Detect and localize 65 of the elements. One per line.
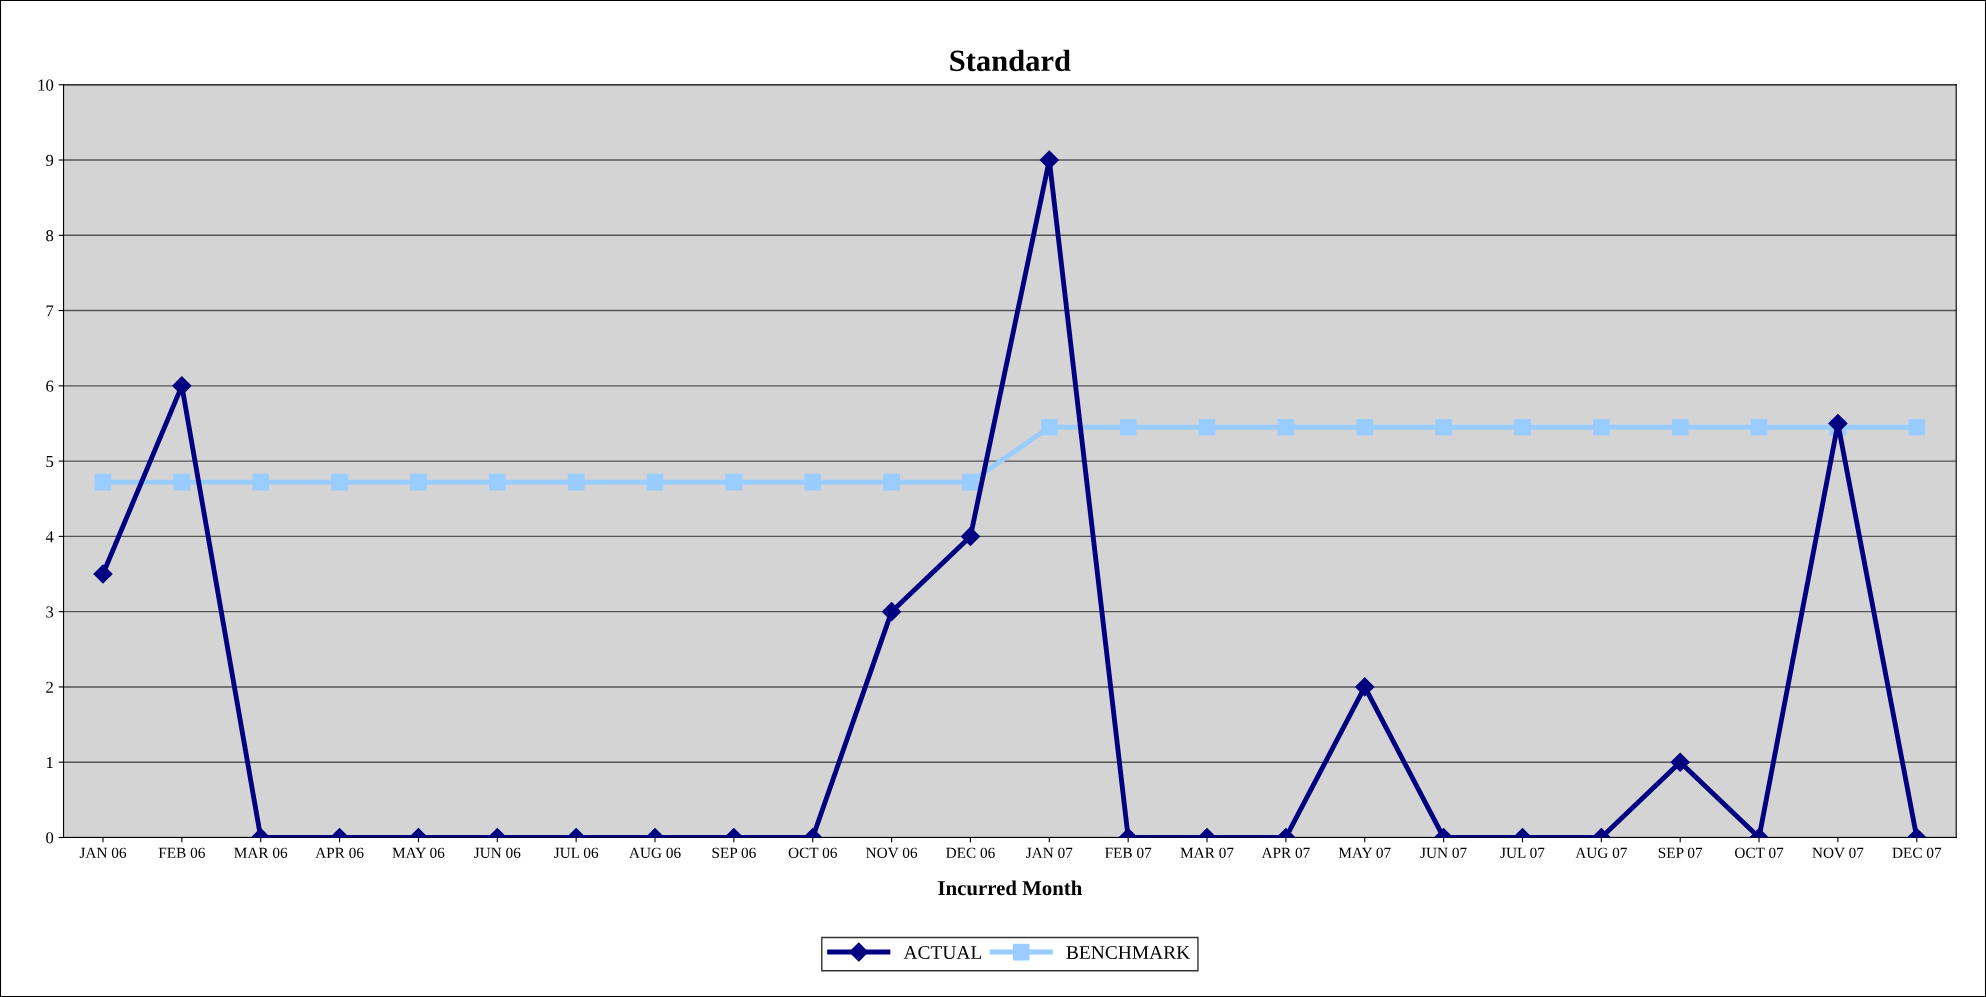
x-tick-label: MAR 07: [1180, 847, 1234, 858]
x-tick-label: MAY 06: [392, 847, 445, 858]
y-tick-label: 6: [46, 380, 54, 392]
y-tick-label: 3: [46, 606, 54, 618]
point: [1750, 418, 1768, 436]
point: [1908, 418, 1926, 436]
y-tick-label: 1: [46, 756, 53, 768]
y-tick-label: 10: [38, 79, 54, 91]
x-tick-label: NOV 07: [1812, 847, 1864, 859]
point: [94, 473, 112, 491]
chart-title: Standard: [950, 49, 1071, 72]
x-tick-label: OCT 06: [788, 847, 837, 858]
x-tick-label: MAY 07: [1338, 847, 1391, 858]
point: [804, 473, 822, 491]
x-tick-label: JUL 07: [1500, 847, 1545, 858]
x-tick-label: DEC 06: [946, 847, 995, 858]
x-tick-label: SEP 07: [1658, 847, 1703, 858]
point: [1592, 418, 1610, 436]
x-tick-label: JUN 07: [1420, 847, 1467, 858]
x-tick-label: FEB 06: [158, 847, 205, 858]
point: [488, 473, 506, 491]
point: [567, 473, 585, 491]
point: [883, 473, 900, 491]
x-tick-label: FEB 07: [1105, 847, 1152, 858]
point: [172, 376, 192, 396]
y-tick-label: 2: [46, 681, 53, 693]
point: [1435, 418, 1452, 436]
point: [1040, 418, 1058, 436]
x-tick-label: NOV 06: [866, 847, 918, 859]
point: [960, 526, 980, 546]
x-tick-label: JAN 06: [79, 847, 127, 858]
point: [646, 473, 664, 491]
point: [173, 473, 191, 491]
point: [252, 473, 270, 491]
point: [410, 473, 427, 491]
point: [331, 473, 348, 491]
x-tick-label: SEP 06: [712, 847, 756, 858]
point: [93, 564, 113, 584]
point: [1119, 418, 1137, 436]
point: [1356, 418, 1374, 436]
x-tick-label: JUL 06: [554, 847, 599, 858]
y-tick-label: 0: [46, 832, 54, 844]
point: [1671, 418, 1689, 436]
legend-label: ACTUAL: [903, 945, 982, 960]
y-tick-label: 7: [46, 305, 54, 317]
x-tick-label: MAR 06: [234, 847, 288, 858]
x-tick-label: APR 07: [1261, 847, 1310, 858]
point: [1198, 418, 1216, 436]
x-tick-label: AUG 06: [629, 847, 681, 858]
point: [1277, 418, 1295, 436]
x-tick-label: OCT 07: [1734, 847, 1784, 858]
legend-label: BENCHMARK: [1066, 945, 1190, 960]
y-tick-label: 8: [46, 229, 54, 242]
x-tick-label: DEC 07: [1892, 847, 1942, 858]
point: [962, 473, 979, 491]
x-tick-label: JUN 06: [474, 847, 521, 858]
y-tick-label: 9: [46, 154, 54, 166]
point: [1514, 418, 1531, 436]
point: [725, 473, 743, 491]
x-tick-label: JAN 07: [1026, 847, 1073, 858]
y-tick-label: 4: [45, 531, 54, 543]
x-tick-label: AUG 07: [1575, 847, 1627, 858]
x-tick-label: APR 06: [315, 847, 364, 858]
y-tick-label: 5: [46, 455, 54, 468]
x-axis-title: Incurred Month: [938, 880, 1083, 896]
